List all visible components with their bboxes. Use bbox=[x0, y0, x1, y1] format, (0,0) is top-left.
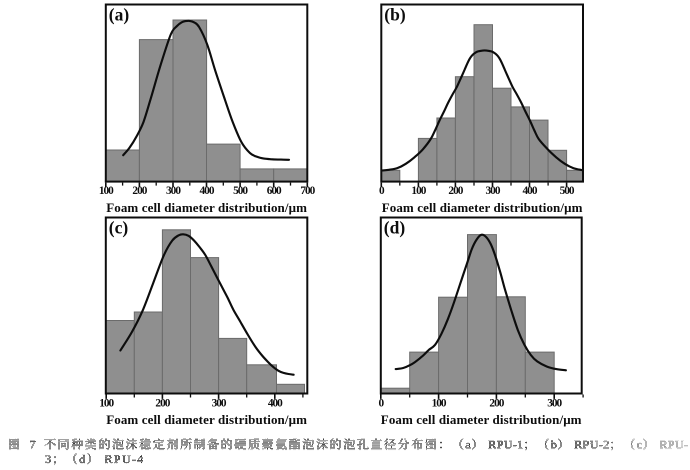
svg-text:400: 400 bbox=[268, 397, 283, 409]
svg-text:300: 300 bbox=[547, 397, 562, 409]
svg-text:(b): (b) bbox=[384, 4, 406, 24]
svg-text:Foam cell diameter distributio: Foam cell diameter distribution/μm bbox=[106, 200, 307, 215]
svg-text:200: 200 bbox=[155, 397, 170, 409]
svg-text:100: 100 bbox=[99, 397, 114, 409]
svg-text:0: 0 bbox=[379, 185, 385, 197]
svg-text:300: 300 bbox=[212, 397, 227, 409]
svg-text:100: 100 bbox=[99, 185, 114, 197]
svg-text:0: 0 bbox=[378, 397, 384, 409]
svg-text:500: 500 bbox=[560, 185, 575, 197]
svg-text:400: 400 bbox=[200, 185, 215, 197]
svg-text:100: 100 bbox=[411, 185, 426, 197]
svg-text:200: 200 bbox=[448, 185, 463, 197]
svg-text:Foam cell diameter distributio: Foam cell diameter distribution/μm bbox=[381, 412, 582, 427]
svg-text:500: 500 bbox=[233, 185, 248, 197]
svg-text:(c): (c) bbox=[109, 217, 129, 237]
svg-text:(a): (a) bbox=[109, 4, 130, 24]
svg-text:Foam cell diameter distributio: Foam cell diameter distribution/μm bbox=[382, 200, 583, 215]
svg-text:200: 200 bbox=[132, 185, 147, 197]
svg-text:Foam cell diameter distributio: Foam cell diameter distribution/μm bbox=[106, 412, 307, 427]
svg-text:300: 300 bbox=[486, 185, 501, 197]
svg-text:400: 400 bbox=[523, 185, 538, 197]
svg-text:(d): (d) bbox=[384, 217, 406, 237]
svg-text:300: 300 bbox=[166, 185, 181, 197]
svg-text:600: 600 bbox=[267, 185, 282, 197]
svg-text:100: 100 bbox=[432, 397, 447, 409]
svg-text:200: 200 bbox=[489, 397, 504, 409]
svg-text:700: 700 bbox=[300, 185, 315, 197]
